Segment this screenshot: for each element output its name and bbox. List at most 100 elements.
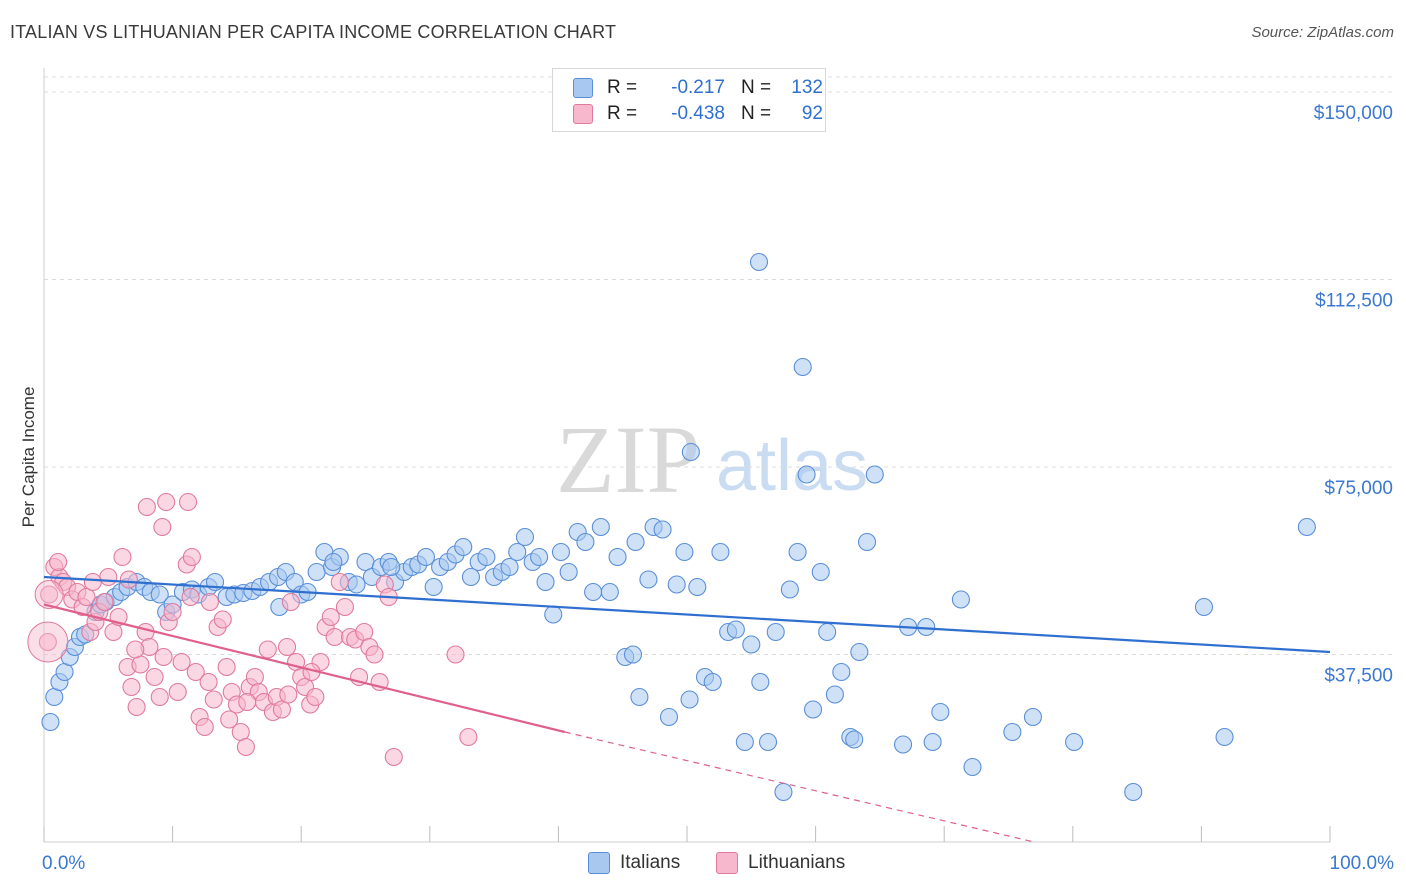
italians-trendline [43,575,1331,654]
italians-point [324,552,343,572]
italians-point [667,575,686,594]
legend-item-lithuanians: Lithuanians [716,852,845,874]
italians-point [653,520,672,539]
italians-point [1065,732,1084,752]
lithuanians-point [34,580,64,609]
lithuanians-point [459,727,478,747]
italians-point [584,582,603,602]
lithuanians-point [104,622,123,642]
italians-point [788,542,807,562]
italians-point [416,547,435,567]
lithuanians-point [38,632,57,652]
lithuanians-trendline-extension [564,731,1035,843]
lithuanians-trendline [43,603,566,734]
italians-point [41,712,60,732]
lithuanians-point [306,687,325,707]
italians-point [45,687,64,707]
italians-point [639,570,658,589]
lithuanians-point [27,621,69,663]
lithuanians-point [113,547,132,567]
y-tick-label: $112,500 [1315,291,1393,312]
legend-label-italians: Italians [620,852,681,873]
legend-item-italians: Italians [588,852,680,874]
legend-row-lithuanians: R = -0.438 N = 92 [573,102,823,126]
lithuanians-point [245,667,264,687]
italians-point [461,567,481,587]
source-label: Source: ZipAtlas.com [1251,24,1394,41]
lithuanians-point [168,682,187,702]
italians-point [356,552,375,572]
italians-point [742,635,761,654]
italians-point [608,547,627,567]
lithuanians-point [279,685,298,704]
italians-point [1124,782,1143,802]
italians-point [917,617,936,637]
legend-r-label: R = [607,103,638,124]
lithuanians-point [204,690,223,709]
italians-point [1023,707,1042,727]
lithuanians-point [157,492,176,512]
legend-swatch-italians [573,78,593,98]
y-tick-label: $75,000 [1324,478,1393,499]
y-tick-label: $150,000 [1314,103,1393,124]
italians-point [832,662,851,682]
italians-point [681,442,700,462]
italians-point [680,690,699,709]
italians-point [382,557,401,577]
y-axis-label: Per Capita Income [19,387,38,528]
lithuanians-point [163,602,182,622]
legend-n-label: N = [741,77,772,98]
lithuanians-point [136,622,155,642]
lithuanians-point [199,672,218,692]
lithuanians-point [153,517,172,537]
lithuanians-point [95,592,114,612]
x-tick-label-max: 100.0% [1330,853,1395,874]
lithuanians-point [40,585,59,604]
italians-point [536,572,555,592]
lithuanians-point [127,697,146,717]
lithuanians-point [150,687,169,707]
italians-point [923,732,942,752]
lithuanians-point [278,637,297,657]
legend-r-value-italians: -0.217 [671,77,725,98]
lithuanians-point [384,747,403,767]
chart-title: ITALIAN VS LITHUANIAN PER CAPITA INCOME … [10,22,617,42]
italians-point [150,585,169,604]
italians-point [307,562,326,582]
italians-point [626,532,645,552]
lithuanians-point [213,610,232,629]
legend-row-italians: R = -0.217 N = 132 [573,76,823,100]
lithuanians-point [281,592,300,612]
italians-point [544,605,563,624]
italians-point [931,702,950,722]
lithuanians-point [238,692,257,712]
lithuanians-point [335,597,354,617]
italians-point [751,672,770,692]
lithuanians-point [154,647,173,667]
italians-point [893,735,913,754]
lithuanians-point [172,652,191,672]
italians-point [500,557,519,577]
italians-point [576,532,595,552]
lithuanians-point [122,677,141,697]
italians-point [726,620,745,639]
legend-label-lithuanians: Lithuanians [748,852,846,873]
lithuanians-point [321,607,340,627]
legend-r-label: R = [607,77,638,98]
italians-point [749,252,769,272]
italians-point [793,357,812,377]
italians-point [559,562,578,582]
italians-point [774,782,793,802]
italians-point [477,547,496,567]
italians-point [811,562,830,582]
italians-point [1215,727,1234,747]
italians-point [630,687,649,707]
lithuanians-point [200,592,219,612]
italians-point [857,532,877,552]
legend-swatch-italians [588,852,610,874]
italians-point [347,575,366,594]
italians-point [951,590,970,609]
lithuanians-point [145,667,164,687]
italians-point [963,757,982,777]
